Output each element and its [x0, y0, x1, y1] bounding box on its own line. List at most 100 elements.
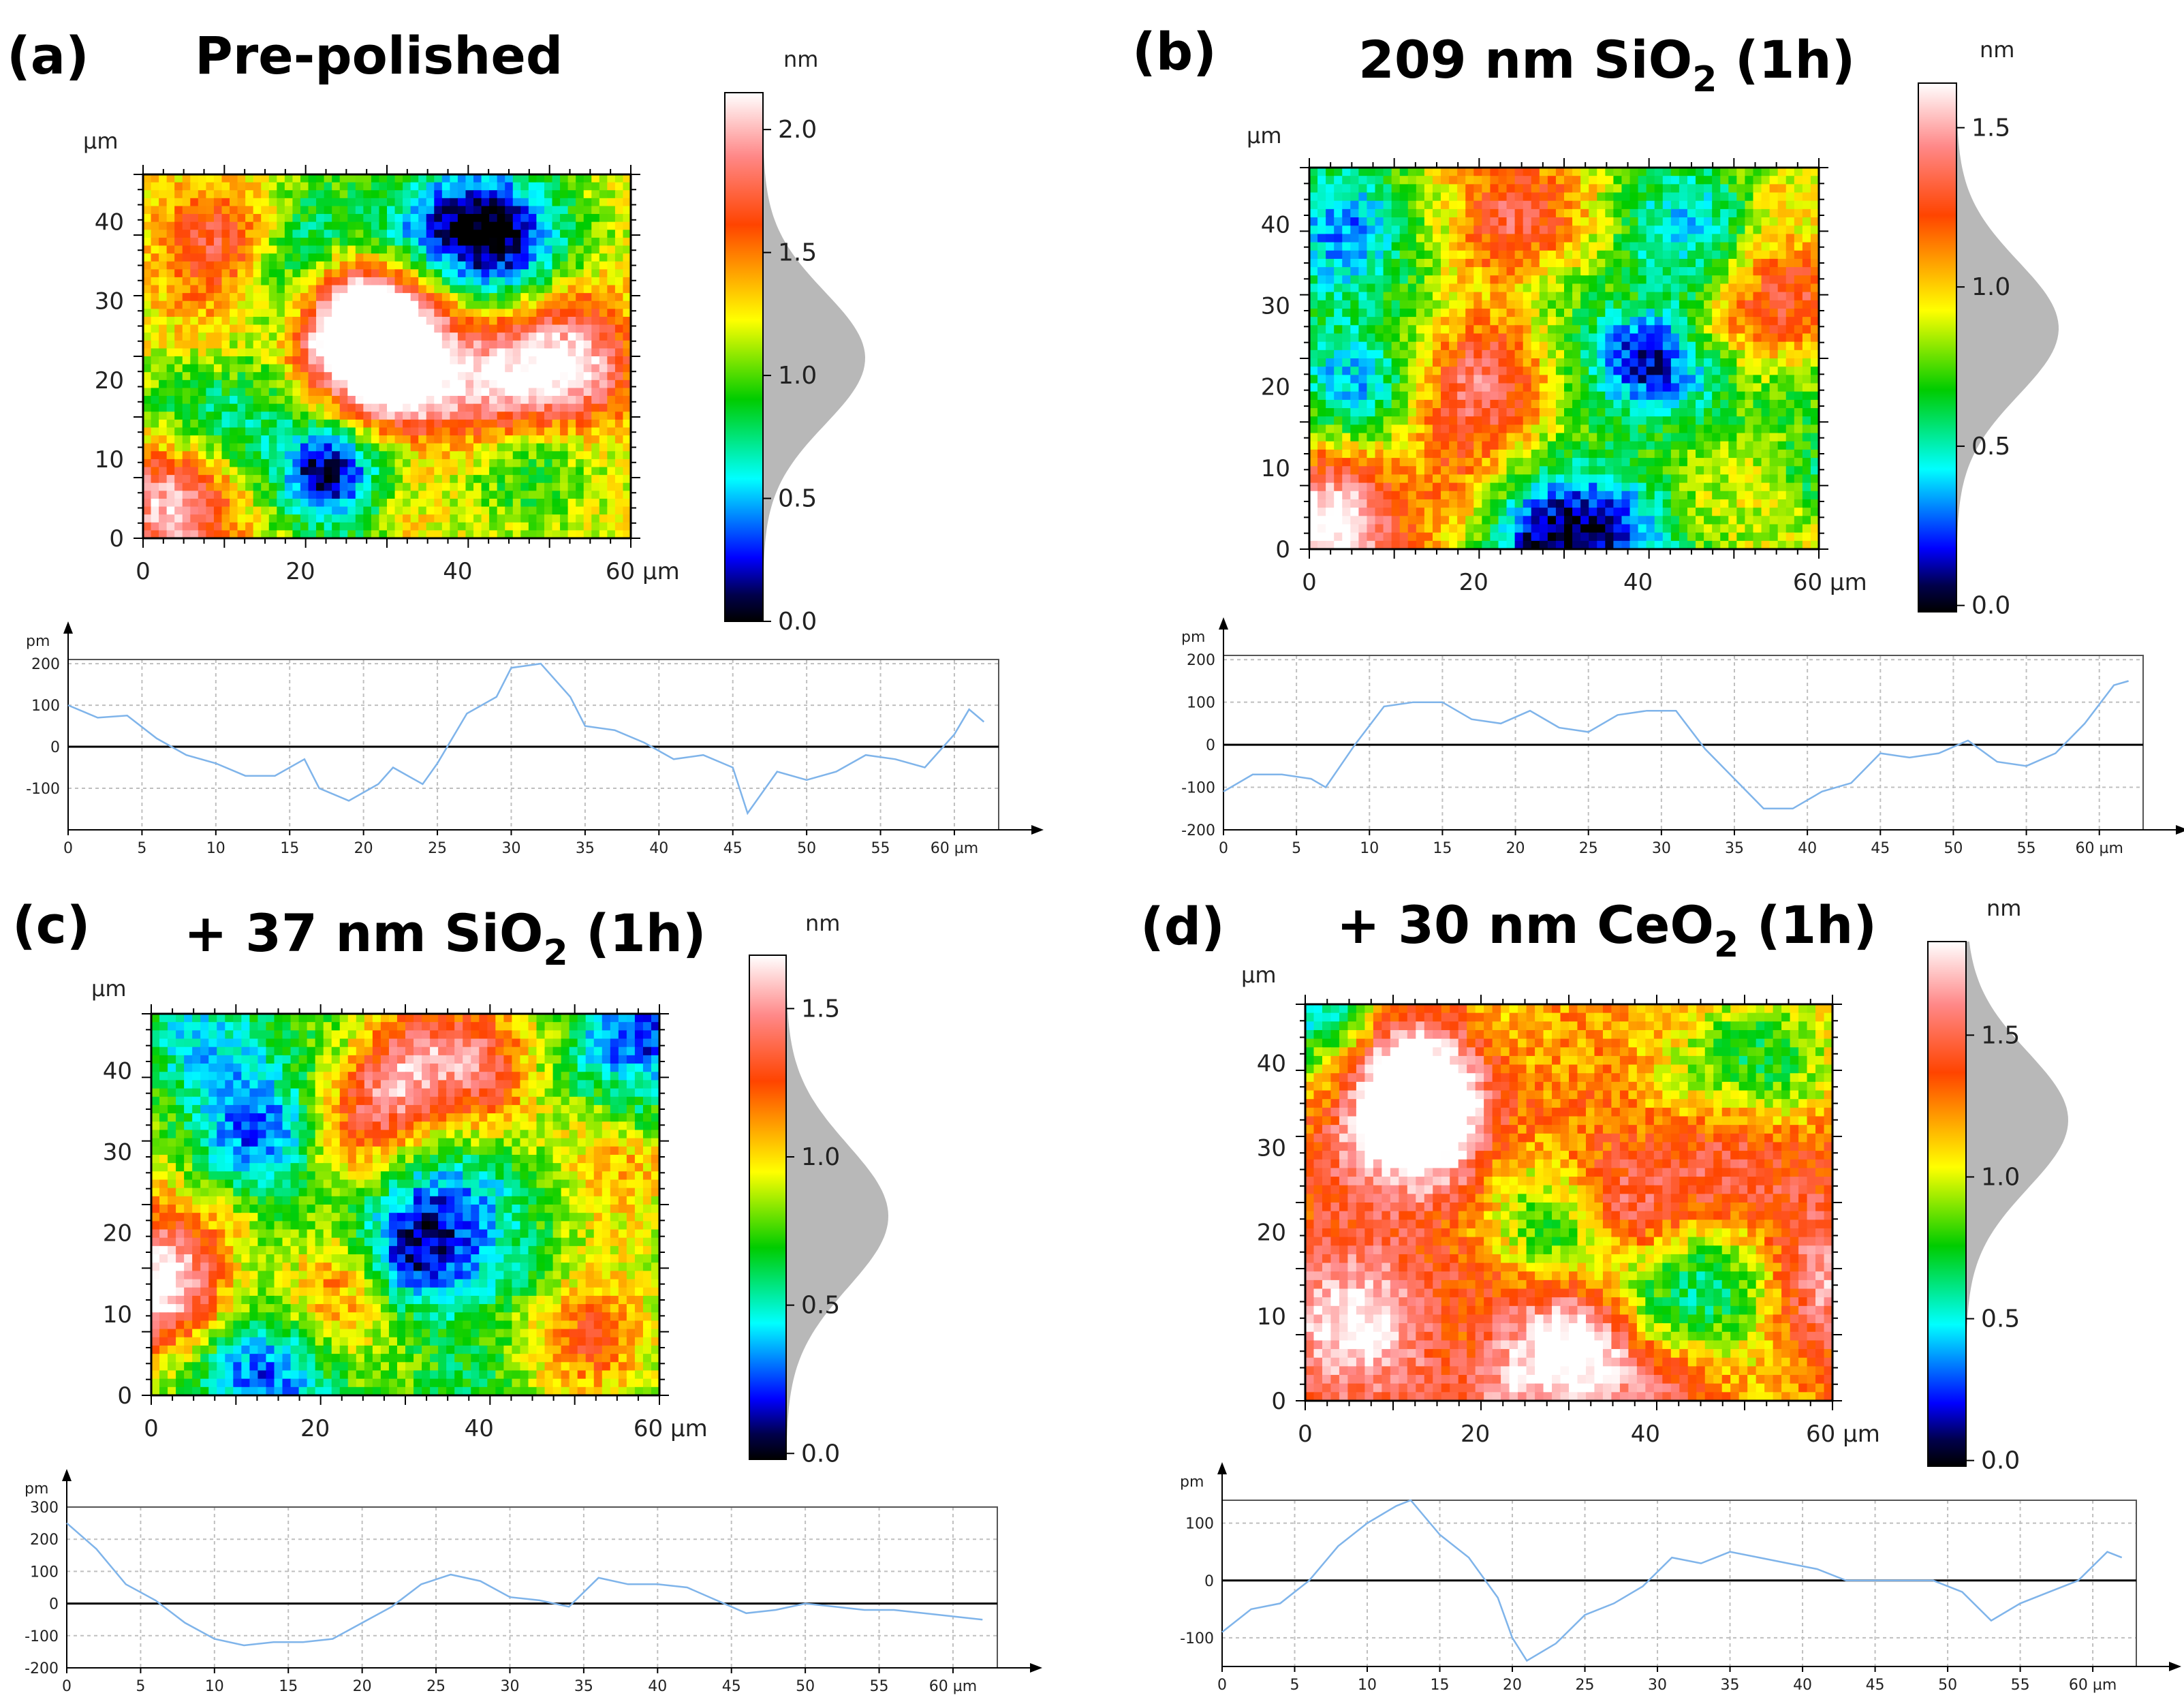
map-pixel — [1696, 317, 1704, 326]
map-pixel — [1704, 242, 1713, 251]
map-pixel — [308, 340, 317, 349]
map-pixel — [143, 364, 152, 373]
map-pixel — [332, 427, 341, 436]
map-pixel — [1358, 258, 1368, 268]
map-pixel — [198, 388, 206, 397]
map-pixel — [379, 174, 388, 183]
map-pixel — [1810, 292, 1820, 301]
map-pixel — [544, 482, 553, 491]
map-pixel — [505, 427, 514, 436]
map-pixel — [1482, 391, 1491, 401]
map-pixel — [599, 427, 608, 436]
map-pixel — [300, 412, 309, 420]
map-pixel — [332, 245, 341, 254]
map-pixel — [1391, 408, 1401, 417]
map-pixel — [339, 253, 348, 262]
map-pixel — [1555, 217, 1565, 226]
map-pixel — [520, 237, 529, 247]
map-pixel — [355, 316, 364, 326]
map-pixel — [410, 451, 419, 460]
map-pixel — [410, 427, 419, 436]
map-pixel — [143, 482, 152, 491]
map-pixel — [591, 182, 600, 191]
map-pixel — [583, 309, 592, 317]
map-pixel — [230, 237, 238, 247]
map-pixel — [198, 316, 206, 326]
map-pixel — [441, 491, 450, 499]
map-pixel — [159, 261, 168, 270]
map-pixel — [1465, 192, 1474, 202]
map-pixel — [591, 221, 600, 230]
map-pixel — [387, 396, 396, 405]
map-pixel — [190, 206, 199, 215]
map-pixel — [190, 293, 199, 302]
map-pixel — [1621, 200, 1631, 210]
map-pixel — [560, 451, 569, 460]
map-pixel — [489, 491, 498, 499]
map-pixel — [1326, 399, 1335, 409]
map-pixel — [1416, 383, 1425, 392]
map-pixel — [1704, 408, 1713, 417]
map-pixel — [308, 269, 317, 278]
map-pixel — [261, 491, 270, 499]
map-pixel — [560, 427, 569, 436]
map-pixel — [245, 459, 254, 468]
map-pixel — [1802, 300, 1811, 309]
map-pixel — [591, 498, 600, 508]
map-pixel — [1687, 258, 1696, 268]
map-pixel — [560, 230, 569, 238]
map-pixel — [1473, 275, 1482, 285]
map-pixel — [1613, 383, 1623, 392]
map-pixel — [1432, 226, 1441, 234]
map-pixel — [387, 506, 396, 515]
map-pixel — [237, 253, 246, 262]
map-pixel — [614, 174, 624, 183]
map-pixel — [481, 412, 490, 420]
map-pixel — [237, 332, 246, 341]
map-pixel — [1350, 367, 1359, 375]
map-pixel — [1704, 300, 1713, 309]
map-pixel — [591, 459, 600, 468]
map-pixel — [1399, 416, 1409, 425]
map-pixel — [607, 475, 616, 484]
map-pixel — [1597, 317, 1606, 326]
map-pixel — [1416, 416, 1425, 425]
map-pixel — [332, 293, 341, 302]
map-pixel — [237, 506, 246, 515]
map-pixel — [371, 451, 380, 460]
map-pixel — [174, 403, 183, 412]
map-pixel — [206, 214, 215, 223]
map-pixel — [1523, 317, 1532, 326]
map-pixel — [339, 221, 348, 230]
map-pixel — [1424, 367, 1433, 375]
map-pixel — [1777, 258, 1787, 268]
map-pixel — [505, 309, 514, 317]
map-pixel — [324, 530, 332, 539]
map-pixel — [1350, 275, 1359, 285]
map-pixel — [457, 221, 467, 230]
map-pixel — [182, 300, 191, 309]
map-pixel — [268, 506, 277, 515]
map-pixel — [371, 230, 380, 238]
map-pixel — [363, 332, 372, 341]
map-pixel — [1482, 184, 1491, 193]
map-pixel — [1416, 234, 1425, 243]
map-pixel — [1621, 217, 1631, 226]
map-pixel — [1745, 176, 1754, 185]
map-pixel — [1654, 317, 1664, 326]
map-pixel — [253, 491, 262, 499]
map-pixel — [520, 379, 529, 389]
map-pixel — [1777, 292, 1787, 301]
map-pixel — [1490, 317, 1499, 326]
map-pixel — [481, 419, 490, 429]
map-pixel — [316, 451, 325, 460]
map-pixel — [371, 514, 380, 523]
map-pixel — [1736, 408, 1746, 417]
map-pixel — [1704, 283, 1713, 293]
map-pixel — [1367, 242, 1376, 251]
map-pixel — [583, 451, 592, 460]
map-pixel — [1326, 258, 1335, 268]
map-pixel — [143, 372, 152, 381]
map-pixel — [1736, 308, 1746, 317]
map-pixel — [623, 372, 631, 381]
